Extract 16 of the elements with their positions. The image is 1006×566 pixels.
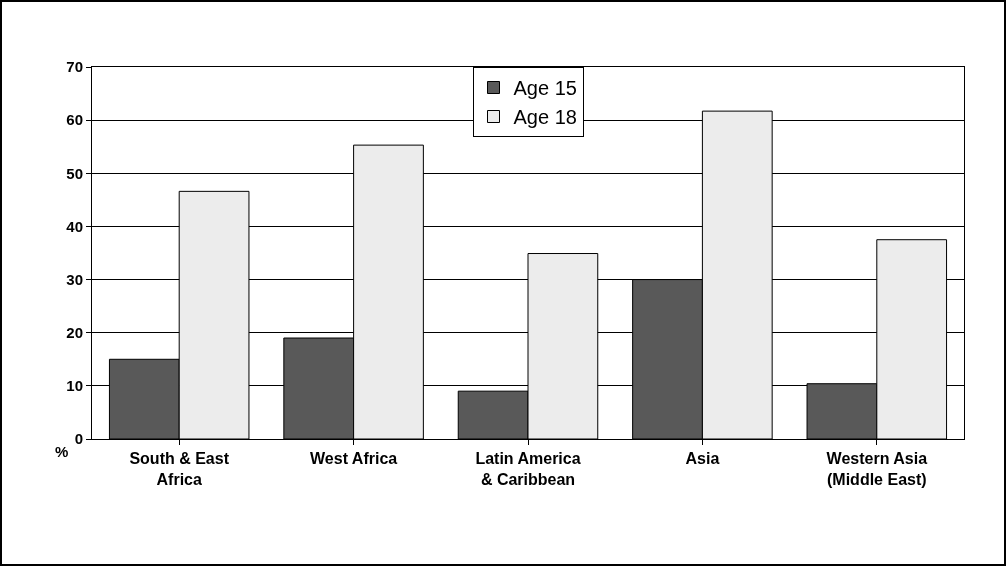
legend-label: Age 18: [513, 106, 577, 129]
y-tick-label: 30: [66, 270, 83, 288]
legend-label: Age 15: [513, 77, 577, 100]
y-axis-title: %: [55, 443, 69, 460]
y-tick-label: 10: [66, 377, 83, 395]
x-tick-label: Western Asia (Middle East): [826, 450, 928, 488]
y-tick-label: 40: [66, 217, 83, 235]
y-tick-label: 60: [66, 111, 83, 129]
x-tick-label: Latin America & Caribbean: [475, 450, 581, 488]
x-tick-label: West Africa: [310, 450, 398, 468]
x-tick-label: South & East Africa: [129, 450, 230, 488]
y-tick-label: 20: [66, 323, 83, 341]
x-tick-label: Asia: [685, 450, 720, 468]
y-tick-label: 0: [74, 430, 83, 448]
y-tick-label: 50: [66, 164, 83, 182]
y-tick-label: 70: [66, 58, 83, 76]
